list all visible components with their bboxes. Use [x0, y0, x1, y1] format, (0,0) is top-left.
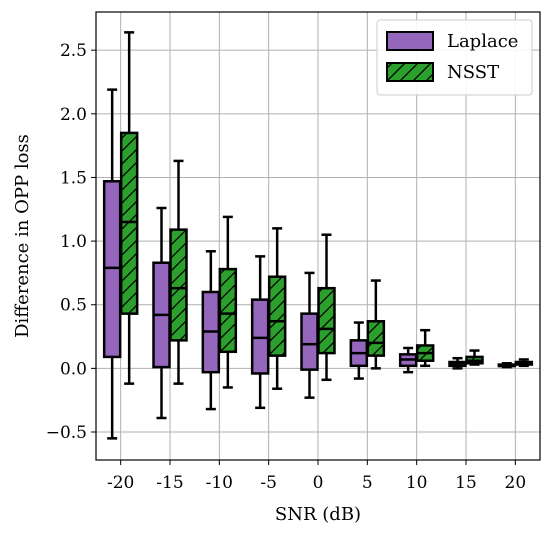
box-iqr: [218, 267, 238, 354]
x-tick-label: -10: [206, 473, 233, 493]
box-laplace: [102, 88, 122, 440]
y-tick-label: 0.5: [60, 296, 87, 316]
box-iqr: [267, 275, 287, 357]
box-iqr: [169, 228, 188, 342]
x-tick-label: 5: [362, 473, 373, 493]
box-nsst: [465, 349, 484, 366]
y-tick-label: 2.0: [60, 105, 87, 125]
boxes: [102, 31, 534, 440]
box-nsst: [366, 279, 386, 370]
x-tick-label: 10: [406, 473, 428, 493]
box-nsst: [169, 159, 188, 385]
box-nsst: [119, 31, 139, 385]
box-nsst: [267, 227, 287, 390]
box-nsst: [317, 233, 336, 382]
box-nsst: [218, 215, 238, 389]
box-iqr: [250, 298, 270, 375]
legend-label-nsst: NSST: [447, 62, 499, 83]
x-tick-label: 0: [313, 473, 324, 493]
y-tick-label: 0.0: [60, 359, 87, 379]
box-nsst: [415, 328, 435, 368]
x-tick-label: -5: [260, 473, 277, 493]
y-axis-title: Difference in OPP loss: [12, 134, 33, 338]
box-laplace: [250, 255, 270, 410]
legend-swatch-laplace: [386, 31, 434, 51]
box-iqr: [300, 312, 319, 371]
box-iqr: [102, 180, 122, 359]
legend-swatch-nsst: [386, 62, 434, 82]
x-tick-label: 15: [455, 473, 477, 493]
box-iqr: [119, 131, 139, 315]
y-tick-label: 1.5: [60, 168, 87, 188]
box-laplace: [497, 362, 517, 369]
y-tick-label: −0.5: [46, 423, 87, 443]
y-tick-label: 2.5: [60, 41, 87, 61]
x-tick-label: -20: [107, 473, 134, 493]
box-laplace: [201, 250, 221, 411]
box-nsst: [514, 358, 534, 368]
x-tick-label: 20: [505, 473, 527, 493]
box-laplace: [152, 206, 171, 420]
axis-ticks: −0.5 0.0 0.5 1.0 1.5 2.0 2.5 -20 -15 -10 -5 0 5 10 15 2…: [46, 41, 526, 493]
x-axis-title: SNR (dB): [275, 504, 361, 525]
grid-lines: [96, 12, 540, 460]
legend: Laplace NSST: [376, 19, 533, 96]
box-laplace: [448, 356, 467, 370]
box-iqr: [366, 320, 386, 357]
box-laplace: [349, 321, 369, 380]
y-tick-label: 1.0: [60, 232, 87, 252]
box-laplace: [300, 271, 319, 399]
legend-label-laplace: Laplace: [447, 31, 518, 52]
box-iqr: [317, 286, 336, 355]
x-tick-label: -15: [156, 473, 183, 493]
